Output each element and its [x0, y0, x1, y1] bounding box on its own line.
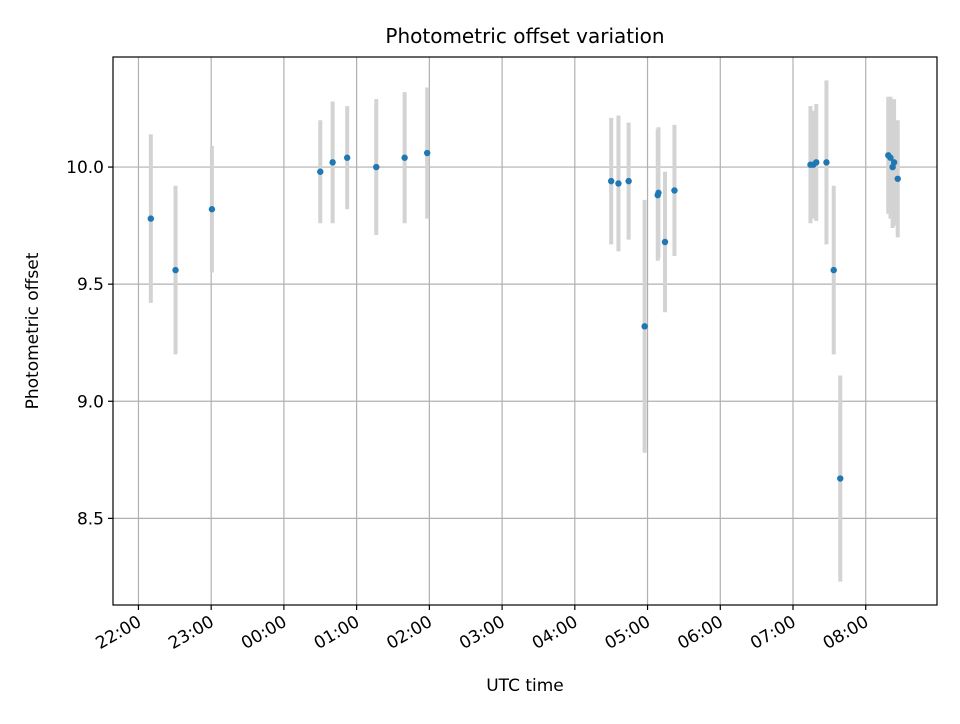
data-point [837, 475, 844, 482]
data-point [147, 215, 155, 222]
data-point [671, 187, 678, 194]
y-tick-label: 10.0 [66, 158, 104, 178]
data-point [823, 159, 830, 166]
data-point [172, 266, 179, 274]
point-layer [147, 149, 901, 482]
data-point [625, 177, 632, 185]
data-point [607, 177, 615, 185]
data-point [615, 180, 622, 187]
data-point [655, 189, 662, 197]
plot-area-frame [112, 56, 938, 606]
y-axis-label: Photometric offset [23, 252, 43, 409]
y-tick-label: 8.5 [77, 509, 104, 529]
y-tick-label: 9.5 [77, 275, 104, 295]
data-point [373, 163, 380, 171]
data-point [661, 238, 669, 246]
data-point [894, 175, 901, 182]
data-point [343, 154, 351, 161]
chart-title: Photometric offset variation [385, 24, 664, 48]
grid-layer [113, 57, 937, 605]
data-point [317, 168, 324, 175]
data-point [887, 154, 894, 161]
data-point [641, 323, 648, 330]
data-point [890, 159, 898, 166]
data-point [830, 266, 837, 274]
data-point [329, 159, 336, 166]
data-point [208, 206, 216, 213]
data-point [423, 149, 431, 157]
data-point [401, 154, 408, 161]
data-point [813, 159, 820, 166]
x-axis-label: UTC time [486, 676, 564, 696]
y-tick-label: 9.0 [77, 392, 104, 412]
